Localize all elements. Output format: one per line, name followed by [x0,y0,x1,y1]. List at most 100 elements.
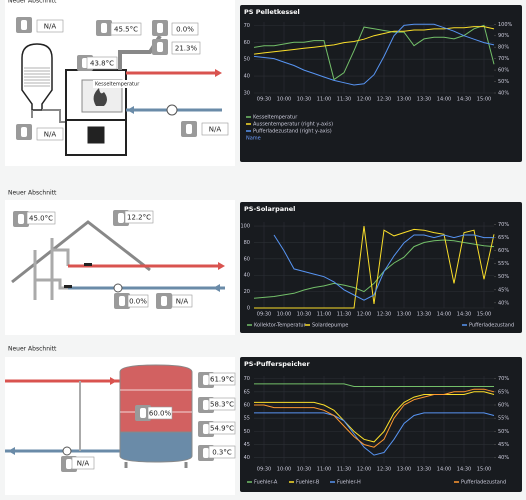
reading-value: 54.9°C [210,425,234,433]
y-tick-label: 0 [247,306,250,312]
icon [203,400,209,410]
x-tick-label: 14:00 [437,467,451,473]
reading-value: 43.8°C [90,60,114,68]
icon [203,375,209,385]
reading-box [171,41,201,55]
x-tick-label: 15:00 [477,312,491,318]
chart-title: PS Pelletkessel [244,8,300,16]
reading-box [36,127,64,141]
icon [157,42,163,52]
x-tick-label: 10:00 [277,467,291,473]
x-tick-label: 13:00 [397,97,411,103]
reading-box [208,421,236,435]
reading-box [171,294,193,308]
x-tick-label: 15:00 [477,97,491,103]
solar-diagram [11,220,225,300]
series-line [253,24,495,81]
y2-tick-label: 65% [498,235,509,241]
x-tick-label: 11:30 [337,97,351,103]
reading-box [147,406,173,420]
x-tick-label: 10:30 [297,97,311,103]
x-tick-label: 11:30 [337,467,351,473]
y2-tick-label: 70% [498,376,509,382]
y2-tick-label: 60% [498,403,509,409]
chart-panel [240,357,522,492]
x-tick-label: 13:00 [397,312,411,318]
reading-box [26,211,56,225]
icon [21,20,27,30]
x-tick-label: 13:30 [417,312,431,318]
icon [119,296,125,306]
x-tick-label: 09:30 [257,312,271,318]
reading-label: Kesseltemperatur [95,82,140,88]
reading-value: N/A [77,460,90,468]
x-tick-label: 14:30 [457,467,471,473]
series-line [254,412,495,456]
legend-entry: Pufferladezustand [461,480,506,486]
x-tick-label: 14:30 [457,312,471,318]
x-tick-label: 12:30 [377,467,391,473]
y2-tick-label: 50% [498,79,509,85]
x-tick-label: 12:30 [377,312,391,318]
y2-tick-label: 60% [498,248,509,254]
y-tick-label: 40 [244,74,250,80]
reading-box [127,294,149,308]
x-tick-label: 12:30 [377,97,391,103]
chart-title: PS-Solarpanel [244,205,295,213]
reading-value: N/A [209,126,222,134]
icon [203,448,209,458]
x-tick-label: 12:00 [357,467,371,473]
reading-value: 60.0% [149,410,172,418]
y-tick-label: 70 [244,23,250,29]
legend-entry: Fuehler-H [337,480,361,486]
x-tick-label: 10:30 [297,467,311,473]
y-tick-label: 30 [244,91,250,97]
reading-value: 58.3°C [210,401,234,409]
icon [186,124,192,134]
series-line [253,239,495,299]
icon [161,296,167,306]
x-tick-label: 13:30 [417,97,431,103]
icon [82,58,88,68]
y-tick-label: 100 [240,224,250,230]
section-heading: Neuer Abschnitt [8,190,57,197]
y2-tick-label: 70% [498,56,509,62]
reading-box [110,22,142,36]
legend-entry: Solardepumpe [312,323,348,329]
x-tick-label: 15:00 [477,467,491,473]
x-tick-label: 10:30 [297,312,311,318]
series-line [253,26,495,55]
y-tick-label: 80 [244,240,250,246]
chart-panel [240,202,522,333]
x-tick-label: 14:00 [437,312,451,318]
series-line [254,388,495,448]
icon [101,23,107,33]
y-tick-label: 60 [244,256,250,262]
reading-box [171,22,199,36]
reading-value: 0.0% [129,298,147,306]
icon [21,127,27,137]
x-tick-label: 09:30 [257,97,271,103]
y-tick-label: 50 [244,57,250,63]
legend-entry: Fuehler-B [296,480,320,486]
reading-box [36,19,64,33]
reading-value: 21.3% [175,45,198,53]
icon [157,23,163,33]
y2-tick-label: 80% [498,45,509,51]
reading-value: 45.5°C [114,26,138,34]
y-tick-label: 20 [244,289,250,295]
x-tick-label: 14:30 [457,97,471,103]
legend-entry: Pufferladezustand (right y-axis) [253,129,332,135]
icon [66,459,72,469]
reading-value: 12.2°C [127,214,151,222]
y2-tick-label: 45% [498,287,509,293]
y-tick-label: 70 [244,376,250,382]
legend-entry: Aussentemperatur (right y-axis) [253,122,333,128]
icon [140,408,146,418]
reading-value: N/A [44,23,57,31]
icon [18,214,24,224]
y2-tick-label: 50% [498,274,509,280]
x-tick-label: 09:30 [257,467,271,473]
y-tick-label: 60 [244,403,250,409]
